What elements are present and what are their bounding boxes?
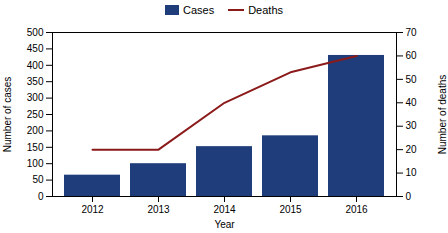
svg-text:50: 50 — [406, 74, 418, 85]
svg-text:10: 10 — [406, 167, 418, 178]
svg-text:100: 100 — [27, 158, 44, 169]
svg-text:60: 60 — [406, 50, 418, 61]
svg-text:40: 40 — [406, 97, 418, 108]
svg-text:2016: 2016 — [345, 204, 368, 215]
svg-text:2013: 2013 — [147, 204, 170, 215]
svg-text:0: 0 — [38, 191, 44, 202]
svg-text:250: 250 — [27, 109, 44, 120]
svg-text:150: 150 — [27, 142, 44, 153]
svg-text:350: 350 — [27, 76, 44, 87]
svg-text:70: 70 — [406, 27, 418, 38]
svg-text:2014: 2014 — [213, 204, 236, 215]
svg-text:20: 20 — [406, 144, 418, 155]
svg-text:Year: Year — [214, 219, 235, 230]
svg-text:Number of cases: Number of cases — [2, 77, 13, 153]
svg-text:Number of deaths: Number of deaths — [437, 75, 448, 155]
html-text:Cases: Cases — [183, 4, 215, 16]
svg-text:50: 50 — [32, 174, 44, 185]
svg-text:2015: 2015 — [279, 204, 302, 215]
svg-text:500: 500 — [27, 27, 44, 38]
svg-text:0: 0 — [406, 191, 412, 202]
svg-text:200: 200 — [27, 125, 44, 136]
svg-text:2012: 2012 — [81, 204, 104, 215]
html-text:Deaths: Deaths — [248, 4, 283, 16]
svg-text:30: 30 — [406, 120, 418, 131]
svg-text:300: 300 — [27, 92, 44, 103]
svg-text:450: 450 — [27, 43, 44, 54]
svg-text:400: 400 — [27, 60, 44, 71]
